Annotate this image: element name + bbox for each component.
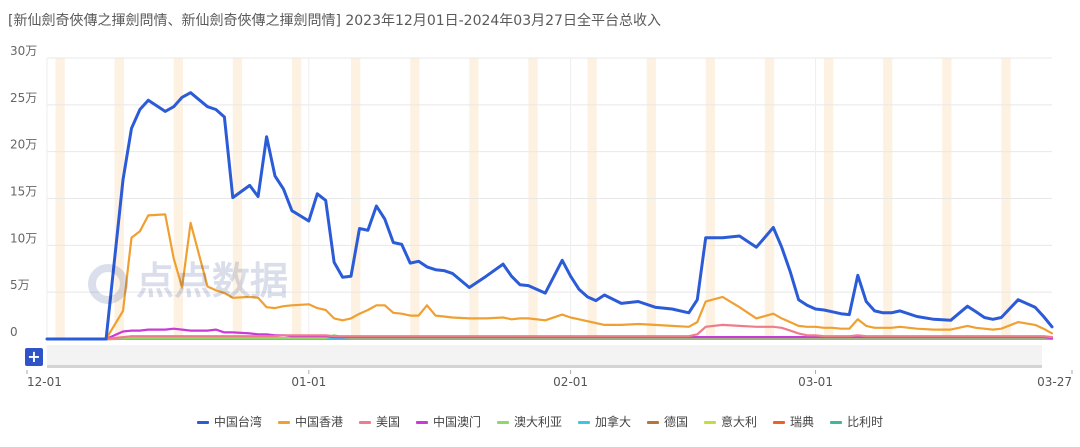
- legend-item[interactable]: 加拿大: [578, 413, 631, 430]
- x-tick-label: 03-27: [1037, 375, 1072, 389]
- y-tick-label: 25万: [10, 91, 37, 105]
- x-axis-ticks: 12-01 01-01 02-01 03-01 03-27: [26, 370, 1073, 389]
- legend-label: 中国香港: [294, 415, 343, 429]
- series-line-美国: [45, 323, 1054, 341]
- legend-label: 意大利: [721, 415, 758, 429]
- y-tick-label: 15万: [10, 185, 37, 199]
- legend-label: 比利时: [847, 415, 884, 429]
- series-line-中国台湾: [45, 91, 1054, 341]
- zoom-slider: [47, 345, 1042, 368]
- legend-item[interactable]: 瑞典: [773, 413, 814, 430]
- slider-track: [47, 345, 1042, 368]
- legend-item[interactable]: 意大利: [704, 413, 757, 430]
- legend-item[interactable]: 德国: [647, 413, 688, 430]
- legend-label: 美国: [375, 415, 400, 429]
- legend-item[interactable]: 澳大利亚: [496, 413, 562, 430]
- legend-swatch: [830, 421, 843, 424]
- legend-item[interactable]: 比利时: [830, 413, 883, 430]
- legend-item[interactable]: 中国台湾: [196, 413, 262, 430]
- legend-swatch: [196, 421, 209, 424]
- y-tick-label: 30万: [10, 44, 37, 58]
- revenue-line-chart: 0 5万 10万 15万 20万 25万 30万 12-01 01-01 02-01 03-01 0…: [10, 44, 1073, 389]
- zoom-add-button[interactable]: +: [25, 348, 43, 366]
- slider-baseline: [47, 365, 1042, 368]
- legend-swatch: [358, 421, 371, 424]
- y-tick-label: 20万: [10, 138, 37, 152]
- watermark: 点点数据: [88, 250, 288, 305]
- x-tick-label: 01-01: [291, 375, 326, 389]
- legend-label: 德国: [664, 415, 689, 429]
- watermark-logo-icon: [88, 263, 128, 304]
- legend-swatch: [647, 421, 660, 424]
- legend-swatch: [415, 421, 428, 424]
- legend-label: 澳大利亚: [513, 415, 562, 429]
- legend-item[interactable]: 中国香港: [277, 413, 343, 430]
- legend-swatch: [578, 421, 590, 424]
- legend-item[interactable]: 中国澳门: [415, 413, 481, 430]
- legend-swatch: [704, 421, 717, 424]
- x-tick-label: 02-01: [553, 375, 588, 389]
- legend-item[interactable]: 美国: [358, 413, 400, 430]
- y-tick-label: 5万: [10, 278, 30, 292]
- legend-label: 中国台湾: [213, 415, 262, 429]
- legend-label: 瑞典: [790, 415, 815, 429]
- series-lines: [45, 91, 1054, 341]
- y-tick-label: 10万: [10, 231, 37, 245]
- legend-label: 中国澳门: [432, 415, 481, 429]
- legend-swatch: [773, 421, 786, 424]
- grid-lines: [46, 57, 1052, 340]
- x-tick-label: 03-01: [798, 375, 833, 389]
- legend: 中国台湾 中国香港 美国 中国澳门 澳大利亚 加拿大 德国 意大利 瑞典 比利时: [0, 413, 1080, 430]
- legend-swatch: [496, 421, 509, 424]
- series-line-中国香港: [45, 213, 1054, 341]
- chart-title: [新仙劍奇俠傳之揮劍問情、新仙劍奇俠傳之揮劍問情] 2023年12月01日-20…: [8, 13, 661, 29]
- legend-swatch: [277, 421, 290, 424]
- y-tick-label: 0: [10, 325, 18, 339]
- x-tick-label: 12-01: [27, 375, 62, 389]
- y-axis-ticks: 0 5万 10万 15万 20万 25万 30万: [10, 44, 37, 339]
- legend-label: 加拿大: [595, 415, 632, 429]
